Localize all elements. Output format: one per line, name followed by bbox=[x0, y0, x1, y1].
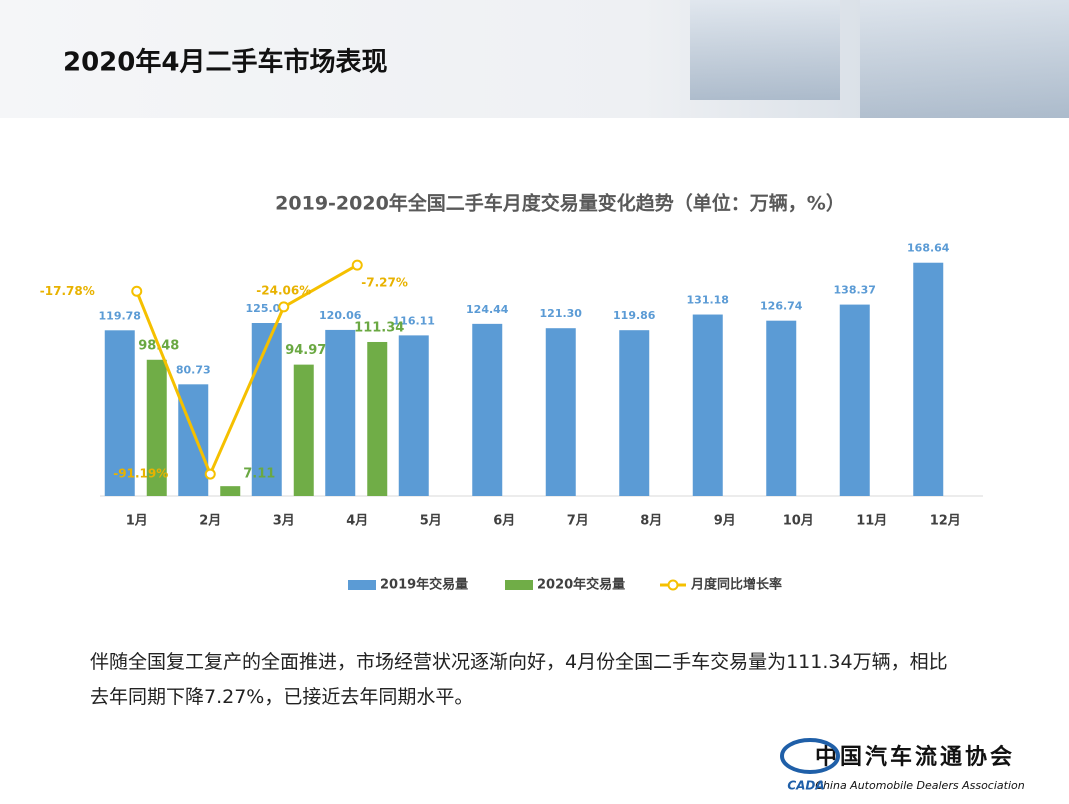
bar bbox=[839, 304, 870, 496]
data-label: 125.06 bbox=[246, 302, 289, 315]
x-tick-label: 4月 bbox=[346, 514, 368, 529]
x-tick-label: 2月 bbox=[199, 514, 221, 529]
bar bbox=[146, 359, 167, 496]
data-label: 119.78 bbox=[99, 309, 141, 322]
legend-label: 2019年交易量 bbox=[380, 577, 468, 593]
body-text: 伴随全国复工复产的全面推进，市场经营状况逐渐向好，4月份全国二手车交易量为111… bbox=[90, 651, 948, 708]
data-label: 124.44 bbox=[466, 303, 509, 316]
line-point bbox=[351, 259, 363, 271]
data-label: 116.11 bbox=[393, 314, 435, 327]
line-point bbox=[204, 468, 216, 480]
x-tick-label: 3月 bbox=[273, 514, 295, 529]
bar bbox=[619, 330, 650, 496]
line-point bbox=[278, 301, 290, 313]
x-tick-label: 1月 bbox=[126, 514, 148, 529]
logo-name: 中国汽车流通协会 bbox=[815, 744, 1015, 770]
bar bbox=[104, 330, 135, 496]
slide-title: 2020年4月二手车市场表现 bbox=[63, 47, 387, 78]
line-point bbox=[131, 285, 143, 297]
bar bbox=[766, 320, 797, 496]
bar bbox=[220, 486, 241, 496]
legend-swatch bbox=[505, 580, 533, 590]
bar bbox=[472, 323, 503, 496]
x-tick-label: 8月 bbox=[640, 514, 662, 529]
legend-label: 2020年交易量 bbox=[537, 577, 625, 593]
data-label: 80.73 bbox=[176, 363, 211, 376]
bar bbox=[913, 262, 944, 496]
x-tick-label: 12月 bbox=[930, 514, 961, 529]
data-label: 131.18 bbox=[687, 294, 729, 307]
x-tick-label: 6月 bbox=[493, 514, 515, 529]
bar bbox=[251, 323, 282, 496]
header-deco bbox=[860, 0, 1069, 118]
data-label: -24.06% bbox=[256, 283, 311, 297]
data-label: -7.27% bbox=[361, 276, 408, 290]
data-label: -91.19% bbox=[113, 467, 168, 481]
logo-mark bbox=[780, 738, 840, 774]
bar bbox=[367, 341, 388, 496]
bar bbox=[692, 314, 723, 496]
data-label: 94.97 bbox=[285, 343, 326, 358]
logo-abbr: CADA bbox=[787, 779, 824, 793]
x-tick-label: 9月 bbox=[714, 514, 736, 529]
chart-title: 2019-2020年全国二手车月度交易量变化趋势（单位：万辆，%） bbox=[275, 192, 845, 215]
legend-swatch bbox=[667, 579, 679, 591]
bar bbox=[398, 335, 429, 496]
data-label: 138.37 bbox=[834, 284, 876, 297]
data-label: 119.86 bbox=[613, 309, 656, 322]
logo-english: China Automobile Dealers Association bbox=[815, 779, 1024, 792]
data-label: 121.30 bbox=[540, 307, 583, 320]
x-tick-label: 7月 bbox=[567, 514, 589, 529]
x-tick-label: 11月 bbox=[856, 514, 887, 529]
x-tick-label: 10月 bbox=[783, 514, 814, 529]
bar bbox=[325, 329, 356, 496]
data-label: -17.78% bbox=[40, 284, 95, 298]
legend-label: 月度同比增长率 bbox=[690, 577, 782, 593]
data-label: 7.11 bbox=[243, 467, 275, 482]
data-label: 111.34 bbox=[354, 320, 404, 335]
bar bbox=[545, 328, 576, 496]
bar bbox=[178, 384, 209, 496]
data-label: 126.74 bbox=[760, 300, 803, 313]
data-label: 168.64 bbox=[907, 242, 950, 255]
data-label: 120.06 bbox=[319, 309, 362, 322]
bar bbox=[293, 364, 314, 496]
header-deco bbox=[690, 0, 840, 100]
x-tick-label: 5月 bbox=[420, 514, 442, 529]
legend-swatch bbox=[348, 580, 376, 590]
line bbox=[135, 263, 358, 478]
